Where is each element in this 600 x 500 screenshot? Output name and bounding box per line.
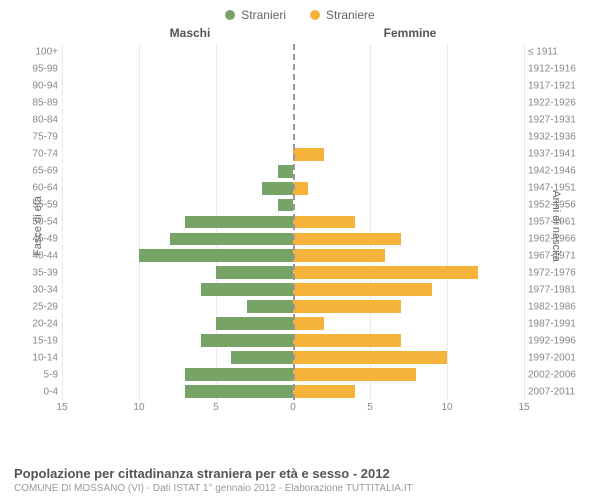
legend-label-male: Stranieri (241, 8, 286, 22)
age-label: 70-74 (20, 149, 58, 160)
bar-male (185, 216, 293, 229)
bar-female (293, 148, 324, 161)
age-label: 95-99 (20, 64, 58, 75)
age-label: 5-9 (20, 369, 58, 380)
year-label: 1967-1971 (528, 250, 580, 261)
age-label: 85-89 (20, 98, 58, 109)
year-label: 1947-1951 (528, 183, 580, 194)
x-tick: 10 (441, 402, 452, 413)
age-label: 30-34 (20, 284, 58, 295)
bar-female (293, 317, 324, 330)
legend-item-male: Stranieri (225, 8, 286, 22)
bar-male (278, 165, 293, 178)
chart-area: Maschi Femmine Fasce di età Anni di nasc… (20, 26, 580, 426)
age-label: 15-19 (20, 335, 58, 346)
bar-female (293, 334, 401, 347)
legend: Stranieri Straniere (0, 0, 600, 22)
year-label: 1997-2001 (528, 352, 580, 363)
year-label: 1977-1981 (528, 284, 580, 295)
year-label: 1927-1931 (528, 115, 580, 126)
bar-male (216, 266, 293, 279)
year-label: 1932-1936 (528, 132, 580, 143)
bar-male (247, 300, 293, 313)
year-label: 1937-1941 (528, 149, 580, 160)
bar-female (293, 249, 385, 262)
year-label: 1917-1921 (528, 81, 580, 92)
year-label: 2007-2011 (528, 386, 580, 397)
year-label: 1952-1956 (528, 200, 580, 211)
bar-female (293, 182, 308, 195)
bar-female (293, 351, 447, 364)
plot-area: 100+≤ 191195-991912-191690-941917-192185… (62, 44, 524, 400)
bar-male (139, 249, 293, 262)
age-label: 75-79 (20, 132, 58, 143)
age-label: 80-84 (20, 115, 58, 126)
year-label: 1942-1946 (528, 166, 580, 177)
age-label: 90-94 (20, 81, 58, 92)
age-label: 65-69 (20, 166, 58, 177)
year-label: 1957-1961 (528, 217, 580, 228)
bar-male (185, 368, 293, 381)
age-label: 50-54 (20, 217, 58, 228)
age-label: 20-24 (20, 318, 58, 329)
bar-female (293, 283, 432, 296)
x-axis-ticks: 15105051015 (62, 402, 524, 416)
year-label: 1987-1991 (528, 318, 580, 329)
bar-female (293, 216, 355, 229)
bar-male (262, 182, 293, 195)
x-tick: 10 (133, 402, 144, 413)
year-label: 2002-2006 (528, 369, 580, 380)
year-label: 1912-1916 (528, 64, 580, 75)
age-label: 25-29 (20, 301, 58, 312)
year-label: 1982-1986 (528, 301, 580, 312)
age-label: 10-14 (20, 352, 58, 363)
bar-female (293, 300, 401, 313)
bar-male (170, 233, 293, 246)
bar-male (201, 334, 293, 347)
bar-male (216, 317, 293, 330)
year-label: 1972-1976 (528, 267, 580, 278)
footer-subtitle: COMUNE DI MOSSANO (VI) - Dati ISTAT 1° g… (14, 483, 586, 494)
grid-line (524, 44, 525, 400)
bar-male (231, 351, 293, 364)
age-label: 100+ (20, 47, 58, 58)
year-label: 1962-1966 (528, 233, 580, 244)
x-tick: 15 (56, 402, 67, 413)
age-label: 0-4 (20, 386, 58, 397)
legend-item-female: Straniere (310, 8, 375, 22)
age-label: 35-39 (20, 267, 58, 278)
x-tick: 0 (290, 402, 296, 413)
bar-female (293, 385, 355, 398)
year-label: ≤ 1911 (528, 47, 580, 58)
bar-female (293, 266, 478, 279)
female-dot-icon (310, 10, 320, 20)
x-tick: 5 (213, 402, 219, 413)
bar-male (185, 385, 293, 398)
column-title-female: Femmine (270, 26, 550, 40)
x-tick: 15 (518, 402, 529, 413)
bar-male (201, 283, 293, 296)
legend-label-female: Straniere (326, 8, 375, 22)
age-label: 40-44 (20, 250, 58, 261)
year-label: 1992-1996 (528, 335, 580, 346)
age-label: 55-59 (20, 200, 58, 211)
year-label: 1922-1926 (528, 98, 580, 109)
center-line (293, 44, 295, 400)
bar-male (278, 199, 293, 212)
footer-title: Popolazione per cittadinanza straniera p… (14, 466, 586, 481)
bar-female (293, 368, 416, 381)
bar-female (293, 233, 401, 246)
age-label: 60-64 (20, 183, 58, 194)
age-label: 45-49 (20, 233, 58, 244)
x-tick: 5 (367, 402, 373, 413)
male-dot-icon (225, 10, 235, 20)
chart-footer: Popolazione per cittadinanza straniera p… (14, 466, 586, 494)
